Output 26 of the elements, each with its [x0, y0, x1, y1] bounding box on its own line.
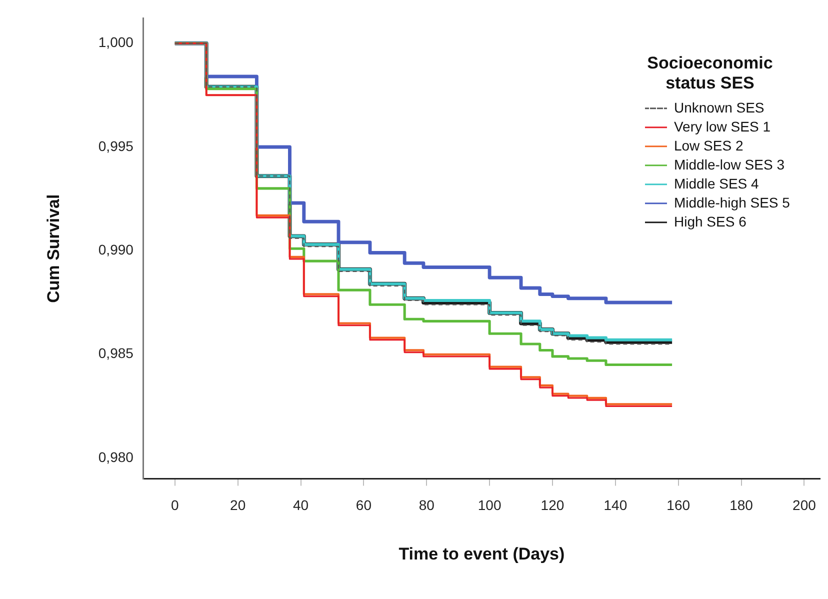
x-tick-label: 40 [292, 497, 309, 514]
x-tick-label: 140 [604, 497, 628, 514]
x-tick-label: 200 [792, 497, 816, 514]
legend-label: Low SES 2 [674, 137, 744, 154]
x-tick-label: 180 [730, 497, 754, 514]
legend-title: Socioeconomic status SES [647, 53, 773, 92]
x-tick-label: 100 [478, 497, 502, 514]
x-tick-label: 60 [356, 497, 372, 514]
y-tick-label: 0,980 [98, 448, 134, 465]
legend-label: High SES 6 [674, 213, 747, 230]
legend-label: Unknown SES [674, 99, 764, 116]
x-tick-label: 80 [418, 497, 435, 514]
y-tick-label: 0,985 [98, 345, 134, 362]
x-tick-label: 120 [540, 497, 564, 514]
legend-label: Middle SES 4 [674, 175, 760, 192]
y-axis-title: Cum Survival [44, 194, 63, 303]
x-tick-label: 20 [230, 497, 246, 514]
legend-label: Middle-low SES 3 [674, 156, 785, 172]
y-tick-label: 0,995 [98, 138, 134, 154]
y-tick-label: 0,990 [98, 242, 134, 258]
x-axis-title: Time to event (Days) [398, 544, 565, 564]
x-tick-label: 160 [666, 497, 690, 514]
legend-label: Very low SES 1 [674, 118, 771, 134]
legend-label: Middle-high SES 5 [674, 194, 790, 210]
x-tick-label: 0 [171, 497, 179, 514]
y-tick-label: 1,000 [98, 34, 134, 50]
